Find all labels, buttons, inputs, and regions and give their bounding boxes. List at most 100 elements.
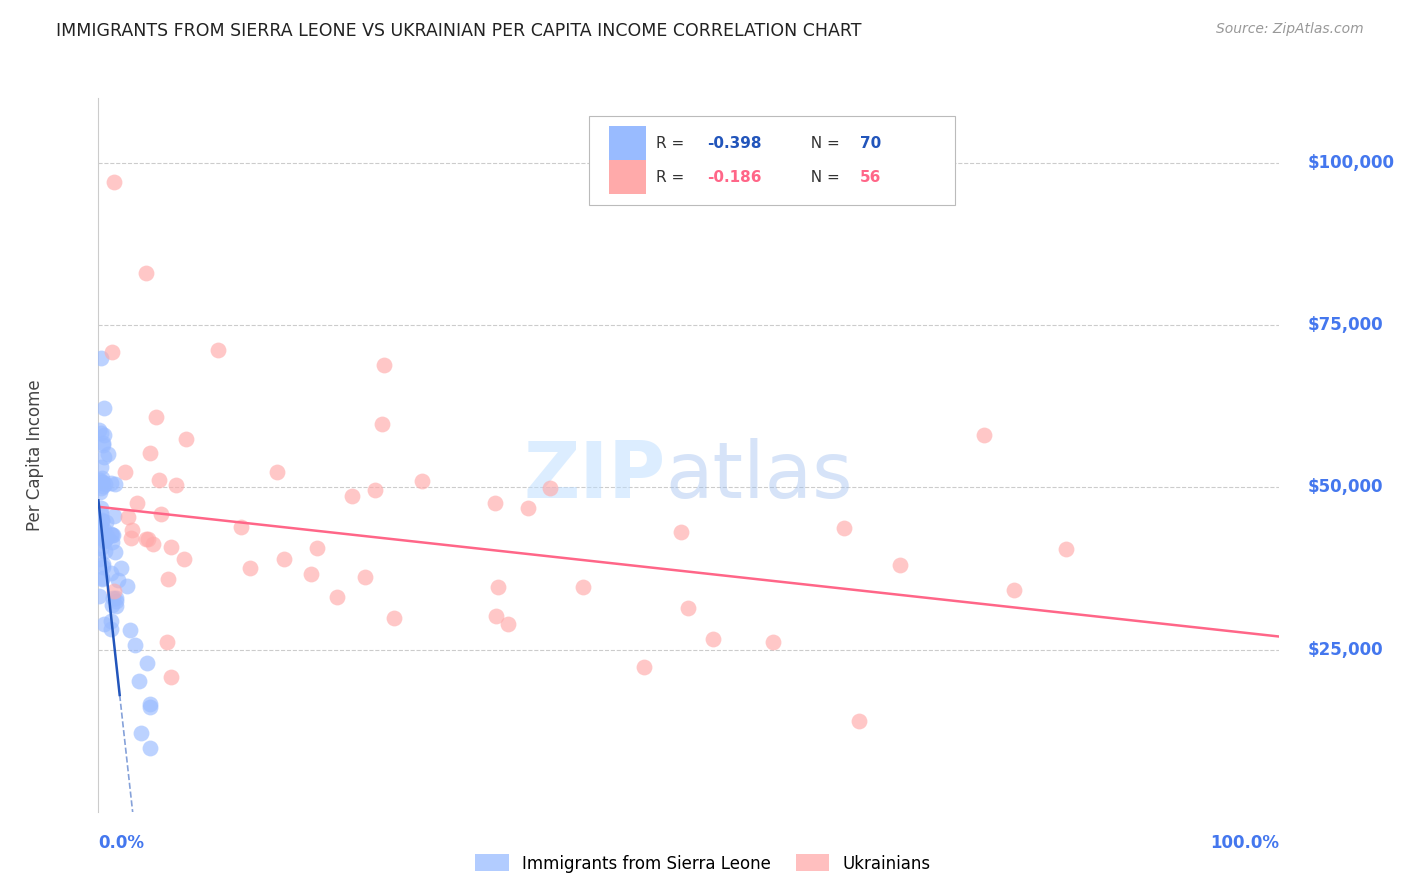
Point (173, 552, 195, 566)
Text: 70: 70 (860, 136, 882, 151)
Text: 100.0%: 100.0% (1211, 834, 1279, 852)
Point (110, 561, 132, 575)
Text: R =: R = (655, 169, 689, 185)
Point (139, 697, 162, 711)
Point (91, 558, 114, 572)
Point (93, 450, 115, 464)
Point (94, 533, 117, 547)
Point (90, 351, 112, 365)
Point (94, 543, 117, 558)
Point (139, 445, 162, 459)
Point (540, 481, 562, 495)
Text: $100,000: $100,000 (1308, 154, 1395, 172)
Point (103, 584, 125, 599)
Point (90, 541, 112, 556)
Text: 56: 56 (860, 169, 882, 185)
Point (93, 435, 115, 450)
Point (165, 478, 187, 492)
Point (834, 521, 856, 535)
Point (633, 659, 655, 673)
Text: ZIP: ZIP (523, 438, 665, 515)
Point (889, 558, 911, 573)
Point (93, 428, 115, 442)
Point (485, 608, 508, 623)
Point (91, 475, 114, 489)
Point (1002, 582, 1025, 597)
Point (94, 532, 117, 546)
Point (299, 567, 322, 582)
Point (101, 345, 124, 359)
Point (118, 624, 141, 638)
Point (93, 401, 115, 415)
Point (340, 489, 363, 503)
Point (382, 610, 405, 624)
Point (100, 615, 122, 629)
Point (486, 580, 509, 594)
Point (101, 591, 124, 605)
Point (100, 535, 122, 549)
Point (156, 635, 179, 649)
Point (484, 496, 506, 510)
Point (91, 530, 114, 544)
Point (131, 726, 153, 740)
Point (90, 528, 112, 542)
Point (89, 423, 111, 437)
Point (100, 623, 122, 637)
Point (115, 579, 138, 593)
Point (149, 507, 172, 521)
Point (124, 638, 146, 652)
Point (516, 500, 538, 515)
Point (93, 533, 115, 548)
Point (93, 617, 115, 632)
Point (676, 601, 699, 615)
Point (103, 509, 125, 524)
Text: 0.0%: 0.0% (98, 834, 145, 852)
Point (91, 475, 114, 489)
Point (89, 481, 111, 495)
Point (100, 476, 122, 491)
Text: -0.398: -0.398 (707, 136, 761, 151)
Point (104, 477, 127, 491)
Point (93, 523, 115, 537)
Bar (609, 161, 647, 194)
Point (669, 524, 692, 539)
Point (97, 446, 120, 460)
Point (702, 632, 724, 647)
Point (90, 426, 112, 441)
Point (91, 479, 114, 493)
Text: $75,000: $75,000 (1308, 316, 1384, 334)
Point (91, 526, 114, 541)
Bar (609, 126, 647, 161)
Point (160, 541, 183, 555)
Point (90, 519, 112, 533)
Point (91, 559, 114, 574)
Point (371, 417, 394, 431)
Text: Per Capita Income: Per Capita Income (27, 379, 44, 531)
Point (305, 541, 328, 556)
Point (100, 566, 122, 580)
Point (89, 530, 111, 544)
Point (973, 428, 995, 442)
Text: Source: ZipAtlas.com: Source: ZipAtlas.com (1216, 22, 1364, 37)
Point (90, 514, 112, 528)
Point (848, 714, 870, 728)
Point (125, 495, 148, 509)
Point (326, 590, 349, 604)
Point (104, 545, 127, 559)
Point (104, 599, 127, 613)
Point (135, 532, 157, 546)
Text: R =: R = (655, 136, 689, 151)
Point (104, 591, 127, 605)
Point (120, 532, 142, 546)
Point (91, 571, 114, 585)
Point (135, 266, 157, 280)
Point (89, 473, 111, 487)
Point (89, 589, 111, 603)
Point (90, 501, 112, 516)
Point (135, 656, 157, 670)
Point (572, 580, 595, 594)
Point (94, 476, 117, 491)
Point (496, 616, 519, 631)
Text: N =: N = (801, 136, 845, 151)
Point (229, 520, 252, 534)
